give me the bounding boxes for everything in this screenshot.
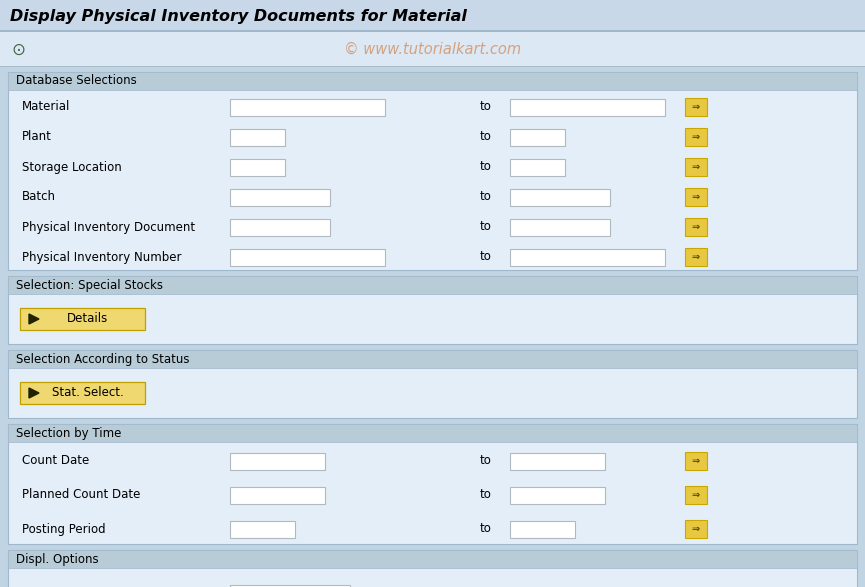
Text: Selection by Time: Selection by Time: [16, 427, 121, 440]
Text: Batch: Batch: [22, 191, 56, 204]
Text: to: to: [480, 488, 492, 501]
Bar: [510, 129, 565, 146]
Text: Plant: Plant: [22, 130, 52, 143]
Bar: [230, 99, 385, 116]
Bar: [8, 72, 857, 270]
Text: to: to: [480, 221, 492, 234]
Text: to: to: [480, 100, 492, 113]
Bar: [230, 129, 285, 146]
Text: ⇒: ⇒: [692, 490, 700, 500]
Text: Stat. Select.: Stat. Select.: [52, 386, 124, 400]
Bar: [685, 248, 707, 265]
Text: ⇒: ⇒: [692, 221, 700, 231]
Bar: [510, 188, 610, 205]
Bar: [510, 99, 665, 116]
Bar: [8, 550, 857, 587]
Text: Details: Details: [67, 312, 108, 326]
Bar: [230, 585, 350, 587]
Bar: [230, 248, 385, 265]
Bar: [510, 218, 610, 235]
Text: ⇒: ⇒: [692, 524, 700, 534]
Text: Selection According to Status: Selection According to Status: [16, 353, 189, 366]
Text: ⇒: ⇒: [692, 102, 700, 112]
Text: Physical Inventory Document: Physical Inventory Document: [22, 221, 195, 234]
Text: to: to: [480, 160, 492, 174]
Bar: [510, 487, 605, 504]
Bar: [230, 158, 285, 176]
Text: Displ. Options: Displ. Options: [16, 552, 99, 565]
Bar: [685, 97, 707, 116]
Bar: [230, 487, 325, 504]
Text: Display Physical Inventory Documents for Material: Display Physical Inventory Documents for…: [10, 8, 467, 23]
Text: Selection: Special Stocks: Selection: Special Stocks: [16, 278, 163, 292]
Text: ⊙: ⊙: [11, 41, 25, 59]
Text: to: to: [480, 522, 492, 535]
Text: to: to: [480, 191, 492, 204]
Bar: [8, 72, 857, 90]
Text: Storage Location: Storage Location: [22, 160, 122, 174]
Bar: [510, 158, 565, 176]
Text: Planned Count Date: Planned Count Date: [22, 488, 140, 501]
Polygon shape: [29, 314, 39, 324]
Bar: [8, 424, 857, 442]
Bar: [685, 187, 707, 205]
Bar: [685, 127, 707, 146]
Bar: [8, 350, 857, 418]
Polygon shape: [29, 388, 39, 398]
Bar: [8, 350, 857, 368]
Bar: [230, 218, 330, 235]
Bar: [685, 485, 707, 504]
Bar: [230, 188, 330, 205]
Bar: [510, 453, 605, 470]
Bar: [510, 248, 665, 265]
Bar: [0, 32, 865, 67]
Text: ⇒: ⇒: [692, 191, 700, 201]
Bar: [685, 157, 707, 176]
Text: Database Selections: Database Selections: [16, 75, 137, 87]
Text: to: to: [480, 251, 492, 264]
Text: Count Date: Count Date: [22, 454, 89, 467]
Bar: [8, 424, 857, 544]
Bar: [230, 453, 325, 470]
Bar: [8, 550, 857, 568]
Bar: [685, 451, 707, 470]
Text: to: to: [480, 130, 492, 143]
Text: Material: Material: [22, 100, 70, 113]
Bar: [230, 521, 295, 538]
Text: ⇒: ⇒: [692, 251, 700, 261]
Bar: [20, 382, 145, 404]
Bar: [685, 218, 707, 235]
Bar: [20, 308, 145, 330]
Text: © www.tutorialkart.com: © www.tutorialkart.com: [344, 42, 521, 57]
Text: ⇒: ⇒: [692, 456, 700, 465]
Text: Physical Inventory Number: Physical Inventory Number: [22, 251, 182, 264]
Bar: [8, 276, 857, 344]
Text: to: to: [480, 454, 492, 467]
Text: ⇒: ⇒: [692, 161, 700, 171]
Text: Posting Period: Posting Period: [22, 522, 106, 535]
Bar: [510, 521, 575, 538]
Bar: [0, 0, 865, 32]
Bar: [0, 66, 865, 67]
Text: ⇒: ⇒: [692, 131, 700, 141]
Bar: [685, 519, 707, 538]
Bar: [0, 30, 865, 32]
Bar: [8, 276, 857, 294]
